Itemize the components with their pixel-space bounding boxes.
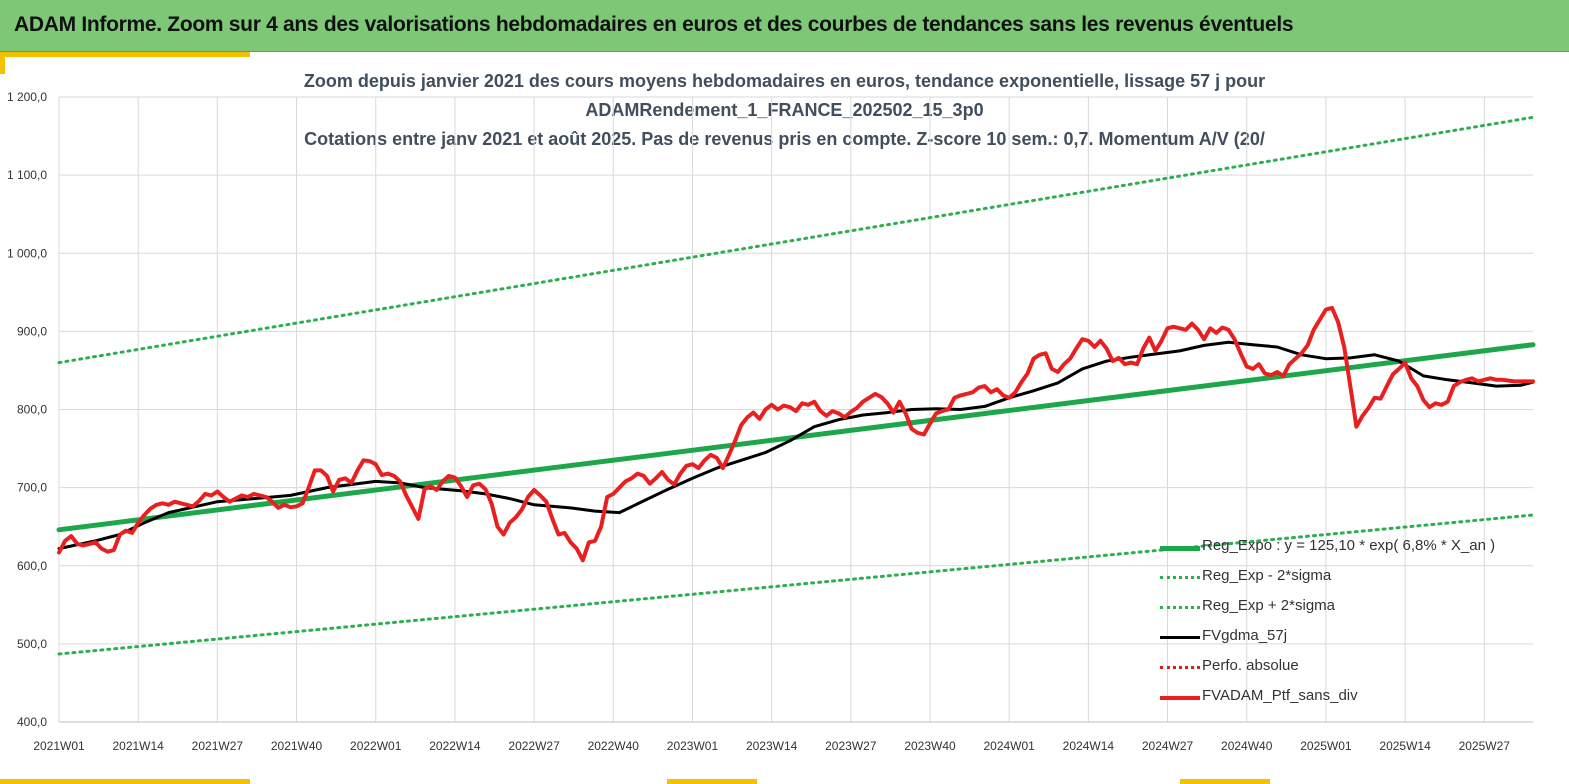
y-tick-label: 900,0 <box>17 324 47 338</box>
y-tick-label: 800,0 <box>17 403 47 417</box>
x-tick-label: 2023W01 <box>667 739 719 753</box>
x-tick-label: 2022W40 <box>588 739 640 753</box>
header-banner: ADAM Informe. Zoom sur 4 ans des valoris… <box>0 0 1569 52</box>
chart-title-line-2: ADAMRendement_1_FRANCE_202502_15_3p0 <box>585 100 984 120</box>
page-title: ADAM Informe. Zoom sur 4 ans des valoris… <box>14 13 1294 36</box>
x-tick-label: 2025W14 <box>1379 739 1431 753</box>
series-line-3 <box>57 340 1535 551</box>
x-tick-label: 2022W14 <box>429 739 481 753</box>
chart-title-line-3: Cotations entre janv 2021 et août 2025. … <box>304 129 1265 149</box>
series-line-1 <box>57 513 1535 656</box>
legend-label: Reg_Exp - 2*sigma <box>1202 567 1332 584</box>
x-tick-label: 2023W27 <box>825 739 877 753</box>
legend-label: Reg_Expo : y = 125,10 * exp( 6,8% * X_an… <box>1202 537 1496 554</box>
axis-ticks: 1 200,0 1 100,0 1 000,0 900,0 800,0 700,0 600,… <box>7 90 1510 753</box>
series-layer <box>56 115 1536 656</box>
x-tick-label: 2025W27 <box>1459 739 1511 753</box>
x-tick-label: 2021W01 <box>33 739 85 753</box>
x-tick-label: 2024W27 <box>1142 739 1194 753</box>
grid <box>58 96 1533 723</box>
legend-label: Perfo. absolue <box>1202 657 1299 674</box>
x-tick-label: 2022W27 <box>508 739 560 753</box>
legend-swatch <box>1160 546 1200 551</box>
legend-swatch <box>1160 666 1200 669</box>
legend-label: FVADAM_Ptf_sans_div <box>1202 687 1358 704</box>
legend-swatch <box>1160 606 1200 609</box>
x-tick-label: 2021W27 <box>192 739 244 753</box>
accent-bar-top <box>0 52 250 57</box>
x-tick-label: 2024W40 <box>1221 739 1273 753</box>
accent-bar-bottom-right <box>1180 779 1270 784</box>
legend-label: FVgdma_57j <box>1202 627 1288 644</box>
legend-swatch <box>1160 696 1200 700</box>
chart-title-line-1: Zoom depuis janvier 2021 des cours moyen… <box>303 71 1266 91</box>
legend-swatch <box>1160 576 1200 579</box>
accent-bar-left <box>0 52 5 74</box>
x-tick-label: 2025W01 <box>1300 739 1352 753</box>
series-line-5 <box>57 305 1535 563</box>
x-tick-label: 2021W40 <box>271 739 323 753</box>
legend-label: Reg_Exp + 2*sigma <box>1202 597 1335 614</box>
x-tick-label: 2023W14 <box>746 739 798 753</box>
accent-bar-bottom-middle <box>667 779 757 784</box>
y-tick-label: 1 000,0 <box>7 246 47 260</box>
y-tick-label: 600,0 <box>17 559 47 573</box>
x-tick-label: 2021W14 <box>112 739 164 753</box>
y-tick-label: 700,0 <box>17 481 47 495</box>
x-tick-label: 2023W40 <box>904 739 956 753</box>
y-tick-label: 1 100,0 <box>7 168 47 182</box>
accent-bar-bottom-left <box>0 779 250 784</box>
y-tick-label: 1 200,0 <box>7 90 47 104</box>
x-tick-label: 2022W01 <box>350 739 402 753</box>
legend-swatch <box>1160 636 1200 639</box>
x-tick-label: 2024W14 <box>1063 739 1115 753</box>
series-line-2 <box>57 115 1535 365</box>
y-tick-label: 400,0 <box>17 715 47 729</box>
y-tick-label: 500,0 <box>17 637 47 651</box>
x-tick-label: 2024W01 <box>983 739 1035 753</box>
